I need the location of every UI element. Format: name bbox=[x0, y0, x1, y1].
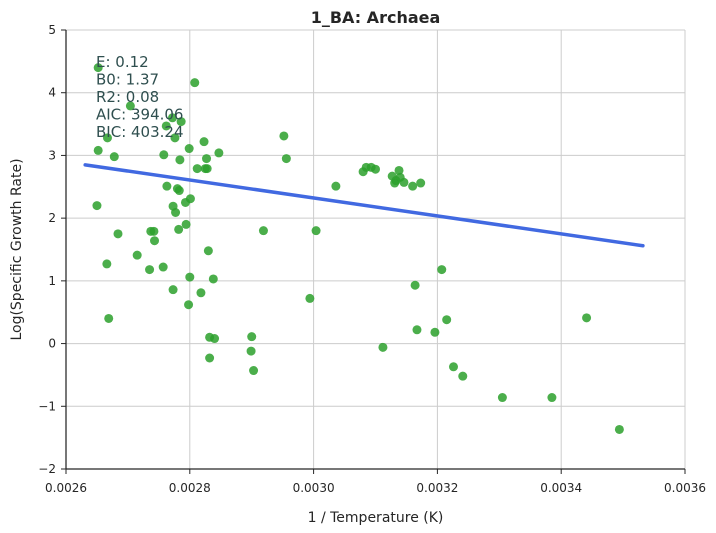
data-point bbox=[170, 133, 180, 143]
data-point bbox=[437, 265, 447, 275]
data-point bbox=[497, 393, 507, 403]
data-point bbox=[104, 313, 114, 323]
data-point bbox=[249, 366, 259, 376]
data-point bbox=[146, 226, 156, 236]
x-tick-label: 0.0030 bbox=[293, 481, 335, 495]
data-point bbox=[408, 181, 418, 191]
data-point bbox=[162, 181, 172, 191]
grid bbox=[65, 29, 686, 470]
data-point bbox=[113, 229, 123, 239]
y-axis-label: Log(Specific Growth Rate) bbox=[9, 158, 25, 340]
data-point bbox=[184, 144, 194, 154]
axes bbox=[61, 29, 686, 474]
data-point bbox=[247, 332, 257, 342]
data-point bbox=[430, 327, 440, 337]
data-point bbox=[102, 259, 112, 269]
annotation-r2: R2: 0.08 bbox=[96, 88, 159, 106]
y-tick-label: 2 bbox=[48, 211, 56, 225]
data-point bbox=[199, 137, 209, 147]
data-point bbox=[93, 63, 103, 73]
data-point bbox=[547, 393, 557, 403]
data-point bbox=[185, 272, 195, 282]
annotation-aic: AIC: 394.06 bbox=[96, 106, 183, 124]
data-point bbox=[208, 274, 218, 284]
y-tick-label: −2 bbox=[38, 462, 56, 476]
data-point bbox=[258, 226, 268, 236]
data-point bbox=[394, 165, 404, 175]
data-point bbox=[109, 152, 119, 162]
annotation-bic: BIC: 403.24 bbox=[96, 123, 184, 141]
x-tick-label: 0.0026 bbox=[45, 481, 87, 495]
data-point bbox=[214, 148, 224, 158]
y-tick-label: 5 bbox=[48, 23, 56, 37]
y-tick-label: 1 bbox=[48, 274, 56, 288]
data-point bbox=[176, 117, 186, 127]
data-point bbox=[205, 353, 215, 363]
chart-title: 1_BA: Archaea bbox=[311, 8, 441, 27]
data-point bbox=[279, 131, 289, 141]
data-point bbox=[410, 280, 420, 290]
data-point bbox=[399, 177, 409, 187]
data-point bbox=[582, 313, 592, 323]
data-point bbox=[168, 285, 178, 295]
data-point bbox=[175, 155, 185, 165]
data-point bbox=[305, 293, 315, 303]
data-point bbox=[184, 300, 194, 310]
x-axis-label: 1 / Temperature (K) bbox=[308, 510, 444, 526]
data-point bbox=[246, 346, 256, 356]
data-point bbox=[185, 194, 195, 204]
y-tick-labels: −2 −1 0 1 2 3 4 5 bbox=[38, 23, 56, 476]
y-tick-label: 0 bbox=[48, 337, 56, 351]
y-tick-label: −1 bbox=[38, 399, 56, 413]
model-annotations: E: 0.12 B0: 1.37 R2: 0.08 AIC: 394.06 BI… bbox=[96, 53, 184, 141]
data-point bbox=[174, 186, 184, 196]
data-point bbox=[192, 164, 202, 174]
annotation-b0: B0: 1.37 bbox=[96, 71, 159, 89]
data-point bbox=[458, 371, 468, 381]
fit-line bbox=[83, 163, 645, 248]
data-point bbox=[331, 181, 341, 191]
data-point bbox=[412, 325, 422, 335]
y-tick-label: 4 bbox=[48, 86, 56, 100]
data-point bbox=[281, 154, 291, 164]
data-point bbox=[167, 113, 177, 123]
data-point bbox=[150, 236, 160, 246]
data-points bbox=[92, 63, 624, 434]
data-point bbox=[311, 226, 321, 236]
data-point bbox=[614, 424, 624, 434]
annotation-e: E: 0.12 bbox=[96, 53, 149, 71]
data-point bbox=[378, 342, 388, 352]
y-tick-label: 3 bbox=[48, 148, 56, 162]
data-point bbox=[200, 164, 210, 174]
data-point bbox=[158, 262, 168, 272]
data-point bbox=[93, 145, 103, 155]
x-tick-label: 0.0032 bbox=[416, 481, 458, 495]
plot-background bbox=[66, 30, 685, 469]
data-point bbox=[181, 219, 191, 229]
data-point bbox=[102, 133, 112, 143]
data-point bbox=[416, 178, 426, 188]
x-tick-label: 0.0034 bbox=[540, 481, 582, 495]
data-point bbox=[92, 201, 102, 211]
x-tick-label: 0.0028 bbox=[169, 481, 211, 495]
data-point bbox=[171, 207, 181, 217]
data-point bbox=[196, 288, 206, 298]
x-tick-label: 0.0036 bbox=[664, 481, 706, 495]
data-point bbox=[190, 78, 200, 88]
x-tick-labels: 0.0026 0.0028 0.0030 0.0032 0.0034 0.0036 bbox=[45, 481, 706, 495]
data-point bbox=[202, 154, 212, 164]
data-point bbox=[132, 250, 142, 260]
data-point bbox=[203, 246, 213, 256]
data-point bbox=[371, 164, 380, 174]
data-point bbox=[205, 332, 215, 342]
data-point bbox=[442, 315, 452, 325]
data-point bbox=[145, 265, 155, 275]
data-point bbox=[161, 121, 171, 131]
data-point bbox=[174, 224, 184, 234]
data-point bbox=[159, 150, 169, 160]
data-point bbox=[448, 362, 458, 372]
data-point bbox=[125, 101, 135, 111]
